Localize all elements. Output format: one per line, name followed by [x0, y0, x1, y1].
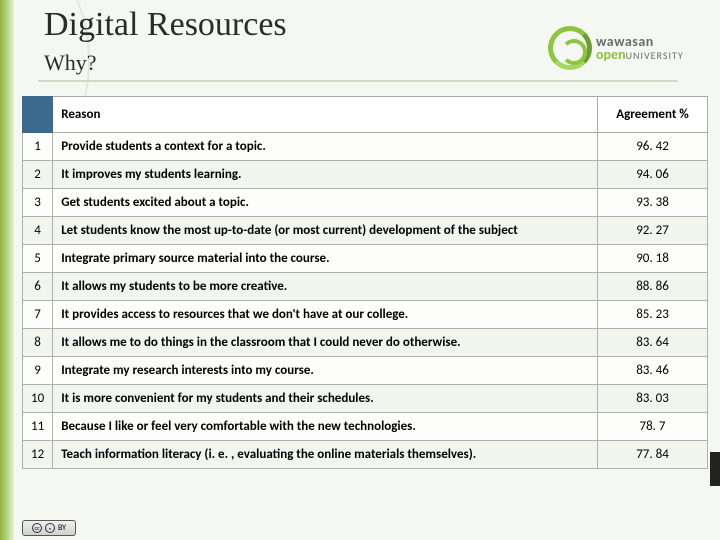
cc-by-badge: cc 🞄 BY: [22, 520, 76, 536]
table-row: 11Because I like or feel very comfortabl…: [23, 413, 708, 441]
table-row: 10It is more convenient for my students …: [23, 385, 708, 413]
row-agreement: 85. 23: [598, 301, 708, 329]
logo-swirl-icon: [548, 26, 592, 70]
university-logo: wawasan openUNIVERSITY: [548, 20, 698, 76]
row-reason: It allows me to do things in the classro…: [53, 329, 598, 357]
table-row: 1Provide students a context for a topic.…: [23, 133, 708, 161]
row-agreement: 96. 42: [598, 133, 708, 161]
row-number: 12: [23, 441, 53, 469]
row-agreement: 83. 46: [598, 357, 708, 385]
table-row: 5Integrate primary source material into …: [23, 245, 708, 273]
right-dark-strip: [710, 452, 720, 486]
row-agreement: 90. 18: [598, 245, 708, 273]
table-row: 4Let students know the most up-to-date (…: [23, 217, 708, 245]
row-reason: It provides access to resources that we …: [53, 301, 598, 329]
table-row: 9Integrate my research interests into my…: [23, 357, 708, 385]
row-number: 7: [23, 301, 53, 329]
row-number: 4: [23, 217, 53, 245]
subtitle-underline: [38, 80, 678, 82]
table-header-agreement: Agreement %: [598, 97, 708, 133]
logo-text-university: UNIVERSITY: [626, 49, 684, 62]
row-reason: It is more convenient for my students an…: [53, 385, 598, 413]
row-agreement: 88. 86: [598, 273, 708, 301]
page-subtitle: Why?: [44, 50, 97, 76]
by-icon: 🞄: [45, 523, 55, 533]
row-number: 2: [23, 161, 53, 189]
table-header-reason: Reason: [53, 97, 598, 133]
cc-by-label: BY: [58, 523, 66, 533]
row-agreement: 83. 64: [598, 329, 708, 357]
row-reason: Integrate my research interests into my …: [53, 357, 598, 385]
row-reason: It allows my students to be more creativ…: [53, 273, 598, 301]
row-agreement: 93. 38: [598, 189, 708, 217]
row-agreement: 77. 84: [598, 441, 708, 469]
row-number: 6: [23, 273, 53, 301]
row-reason: Provide students a context for a topic.: [53, 133, 598, 161]
logo-text-open: open: [596, 46, 626, 63]
table-row: 6It allows my students to be more creati…: [23, 273, 708, 301]
table-row: 3Get students excited about a topic.93. …: [23, 189, 708, 217]
row-number: 10: [23, 385, 53, 413]
table-header-blank: [23, 97, 53, 133]
row-number: 3: [23, 189, 53, 217]
page-title: Digital Resources: [44, 6, 287, 44]
row-number: 1: [23, 133, 53, 161]
row-number: 11: [23, 413, 53, 441]
cc-icon: cc: [32, 523, 42, 533]
row-reason: Because I like or feel very comfortable …: [53, 413, 598, 441]
table-row: 8It allows me to do things in the classr…: [23, 329, 708, 357]
reasons-table: Reason Agreement % 1Provide students a c…: [22, 96, 708, 469]
row-reason: Let students know the most up-to-date (o…: [53, 217, 598, 245]
row-number: 9: [23, 357, 53, 385]
row-number: 5: [23, 245, 53, 273]
row-agreement: 94. 06: [598, 161, 708, 189]
reasons-table-container: Reason Agreement % 1Provide students a c…: [22, 96, 708, 516]
row-agreement: 83. 03: [598, 385, 708, 413]
row-reason: Integrate primary source material into t…: [53, 245, 598, 273]
row-reason: Teach information literacy (i. e. , eval…: [53, 441, 598, 469]
table-row: 7It provides access to resources that we…: [23, 301, 708, 329]
row-reason: It improves my students learning.: [53, 161, 598, 189]
row-reason: Get students excited about a topic.: [53, 189, 598, 217]
row-agreement: 78. 7: [598, 413, 708, 441]
row-agreement: 92. 27: [598, 217, 708, 245]
table-row: 12Teach information literacy (i. e. , ev…: [23, 441, 708, 469]
row-number: 8: [23, 329, 53, 357]
table-row: 2It improves my students learning.94. 06: [23, 161, 708, 189]
